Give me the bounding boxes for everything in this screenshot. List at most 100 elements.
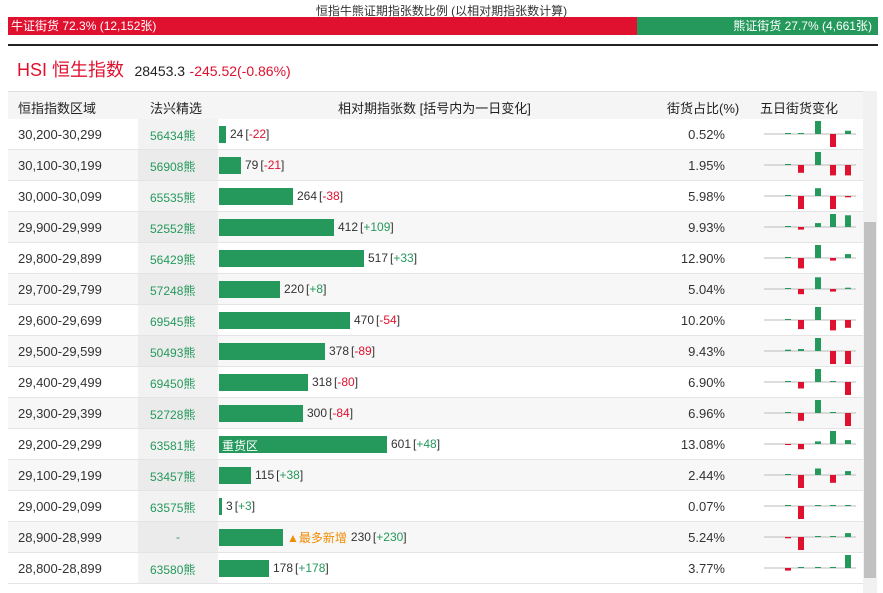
daily-change: [+38] <box>276 468 304 482</box>
spark-bar <box>785 257 791 258</box>
contracts-value: 300 <box>307 406 328 420</box>
ratio-cell: 2.44% <box>688 468 725 483</box>
five-day-sparkbars <box>764 468 856 488</box>
most-added-flag: ▲最多新增 <box>287 530 347 545</box>
warrant-code-link[interactable]: 53457熊 <box>150 470 196 484</box>
daily-change: [+178] <box>295 561 329 575</box>
contracts-value: 230 <box>350 530 371 544</box>
daily-change: [+109] <box>360 220 394 234</box>
table-row: 29,400-29,499 69450熊 318 [-80] 6.90% <box>8 367 863 398</box>
contracts-cell: 24 [-22] <box>219 124 269 144</box>
range-cell: 29,500-29,599 <box>18 344 102 359</box>
table-row: 28,800-28,899 63580熊 178 [+178] 3.77% <box>8 553 863 584</box>
contracts-value: 412 <box>338 220 359 234</box>
warrant-code-link[interactable]: 65535熊 <box>150 191 196 205</box>
daily-change: [+230] <box>372 530 407 544</box>
spark-bar <box>785 505 791 506</box>
spark-bar <box>798 444 804 450</box>
spark-bar <box>815 505 821 506</box>
index-price: 28453.3 <box>134 63 186 79</box>
contracts-cell: 318 [-80] <box>219 372 358 392</box>
bull-bear-ratio-bar: 牛证街货 72.3% (12,152张) 熊证街货 27.7% (4,661张) <box>8 17 878 35</box>
spark-bar <box>845 555 851 568</box>
spark-bar <box>830 258 836 261</box>
contracts-cell: 517 [+33] <box>219 248 417 268</box>
table-row: 29,100-29,199 53457熊 115 [+38] 2.44% <box>8 460 863 491</box>
daily-change-value: +48 <box>416 437 437 451</box>
contracts-cell: 300 [-84] <box>219 403 353 423</box>
daily-change-value: +33 <box>393 251 414 265</box>
spark-bar <box>815 567 821 568</box>
five-day-sparkbars <box>764 214 856 230</box>
five-day-sparkbars <box>764 338 856 364</box>
warrant-code-link[interactable]: 57248熊 <box>150 284 196 298</box>
contracts-cell: 重货区 601 [+48] <box>219 434 440 454</box>
contracts-bar <box>219 497 222 515</box>
table-row: 29,800-29,899 56429熊 517 [+33] 12.90% <box>8 243 863 274</box>
table-header: 恒指指数区域 法兴精选 相对期指张数 [括号内为一日变化] 街货占比(%) 五日… <box>8 91 863 119</box>
daily-change: [+3] <box>234 499 256 513</box>
table-row: 28,900-28,999 - ▲最多新增 230 [+230] 5.24% <box>8 522 863 553</box>
table-row: 29,300-29,399 52728熊 300 [-84] 6.96% <box>8 398 863 429</box>
spark-bar <box>785 288 791 289</box>
spark-bar <box>815 277 821 289</box>
warrant-code-link[interactable]: 56908熊 <box>150 160 196 174</box>
warrant-code-link[interactable]: 69545熊 <box>150 315 196 329</box>
ratio-cell: 12.90% <box>680 251 725 266</box>
warrant-code-link[interactable]: 52552熊 <box>150 222 196 236</box>
range-cell: 29,000-29,099 <box>18 499 102 514</box>
warrant-code-link[interactable]: 50493熊 <box>150 346 196 360</box>
pick-cell: 56908熊 <box>138 150 218 180</box>
spark-bar <box>845 505 851 506</box>
pick-cell: 63575熊 <box>138 491 218 521</box>
five-day-sparkbars <box>764 188 856 209</box>
distribution-table: 恒指指数区域 法兴精选 相对期指张数 [括号内为一日变化] 街货占比(%) 五日… <box>8 91 863 584</box>
daily-change: [+8] <box>306 282 327 296</box>
warrant-code-link[interactable]: 56434熊 <box>150 129 196 143</box>
spark-bar <box>830 134 836 147</box>
contracts-bar <box>219 559 269 577</box>
contracts-value: 378 <box>329 344 350 358</box>
bear-ratio-segment: 熊证街货 27.7% (4,661张) <box>637 17 878 35</box>
spark-bar <box>830 320 836 331</box>
table-row: 29,900-29,999 52552熊 412 [+109] 9.93% <box>8 212 863 243</box>
spark-bar <box>798 133 804 134</box>
contracts-bar <box>219 125 226 143</box>
scrollbar-thumb[interactable] <box>864 222 876 578</box>
daily-change-value: -89 <box>354 344 372 358</box>
spark-bar <box>815 121 821 134</box>
daily-change-value: +109 <box>363 220 391 234</box>
five-day-sparkbars <box>764 400 856 426</box>
spark-bar <box>845 196 851 198</box>
warrant-code-link[interactable]: 56429熊 <box>150 253 196 267</box>
warrant-code-link[interactable]: 63580熊 <box>150 563 196 577</box>
warrant-code-link[interactable]: 63581熊 <box>150 439 196 453</box>
spark-bar <box>845 533 851 537</box>
range-cell: 28,900-28,999 <box>18 530 102 545</box>
daily-change: [-80] <box>334 375 359 389</box>
warrant-code-link[interactable]: 63575熊 <box>150 501 196 515</box>
daily-change: [+48] <box>413 437 441 451</box>
spark-bar <box>845 254 851 258</box>
range-cell: 29,300-29,399 <box>18 406 102 421</box>
warrant-code-link[interactable]: 52728熊 <box>150 408 196 422</box>
index-change: -245.52(-0.86%) <box>189 63 291 79</box>
daily-change: [-89] <box>351 344 376 358</box>
contracts-cell: 264 [-38] <box>219 186 343 206</box>
pick-cell: 50493熊 <box>138 336 218 366</box>
pick-cell: 52552熊 <box>138 212 218 242</box>
contracts-value: 3 <box>226 499 233 513</box>
daily-change: [-84] <box>329 406 354 420</box>
five-day-sparkbars <box>764 277 856 295</box>
spark-bar <box>785 164 791 165</box>
daily-change: [-22] <box>245 127 270 141</box>
spark-bar <box>845 287 851 289</box>
spark-bar <box>785 319 791 320</box>
spark-bar <box>785 474 791 475</box>
warrant-code-link[interactable]: 69450熊 <box>150 377 196 391</box>
five-day-sparkbars <box>764 431 856 450</box>
daily-change: [-38] <box>319 189 344 203</box>
contracts-bar <box>219 466 251 484</box>
header-ratio: 街货占比(%) <box>667 101 740 116</box>
spark-bar <box>845 440 851 444</box>
